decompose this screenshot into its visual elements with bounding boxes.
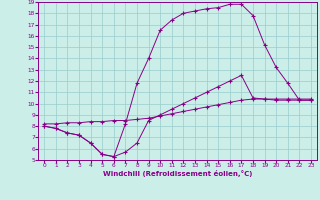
X-axis label: Windchill (Refroidissement éolien,°C): Windchill (Refroidissement éolien,°C): [103, 170, 252, 177]
